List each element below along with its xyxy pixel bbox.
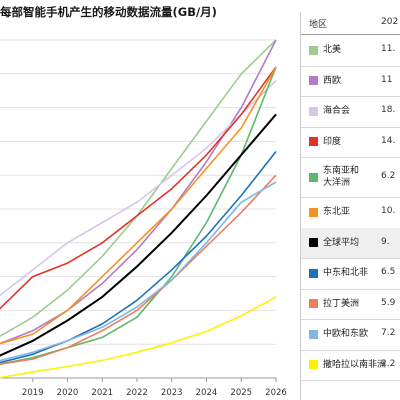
x-tick-label: 2021 (91, 388, 113, 398)
legend-label: 中欧和东欧 (323, 329, 369, 340)
legend-table: 地区 202 北美 11. 西欧 11 海合会 18. 印度 14. 东南亚和 大洋洲 6.2 东北… (300, 12, 400, 400)
legend-header-region: 地区 (309, 20, 328, 30)
legend-value: 10. (381, 206, 396, 217)
legend-label: 东北亚 (323, 207, 351, 218)
series-line-9 (0, 181, 277, 362)
legend-row: 中东和北非 6.5 (301, 258, 400, 290)
series-line-3 (0, 66, 277, 310)
legend-row: 印度 14. (301, 127, 400, 158)
x-tick-label: 2020 (57, 388, 79, 398)
series-line-4 (0, 66, 277, 365)
legend-value: 6.5 (381, 267, 396, 278)
legend-value: 11. (381, 44, 396, 55)
legend-row: 海合会 18. (301, 96, 400, 128)
series-line-2 (0, 80, 277, 297)
legend-label: 西欧 (323, 75, 342, 86)
series-lines (0, 39, 277, 379)
series-line-7 (0, 151, 277, 364)
x-tick-label: 2026 (265, 388, 287, 398)
x-tick-label: 2022 (126, 388, 148, 398)
legend-label: 拉丁美洲 (323, 298, 360, 309)
legend-value: 7.2 (381, 328, 396, 339)
legend-label: 全球平均 (323, 237, 360, 248)
legend-row: 中欧和东欧 7.2 (301, 319, 400, 351)
legend-value: 6.2 (381, 171, 396, 181)
legend-swatch (309, 238, 318, 248)
legend-row: 撒哈拉以南非洲 2.2 (301, 350, 400, 381)
legend-swatch (309, 207, 318, 217)
legend-swatch (309, 172, 318, 182)
legend-row: 拉丁美洲 5.9 (301, 289, 400, 320)
x-tick-label: 2025 (230, 388, 252, 398)
legend-row: 西欧 11 (301, 66, 400, 97)
legend-swatch (309, 299, 318, 309)
series-line-8 (0, 174, 277, 365)
series-line-10 (0, 296, 277, 379)
legend-label: 海合会 (323, 106, 351, 117)
legend-value: 18. (381, 105, 396, 116)
grid-lines (0, 39, 276, 379)
legend-label: 撒哈拉以南非洲 (323, 359, 387, 370)
series-line-6 (0, 113, 277, 357)
legend-header: 地区 202 (301, 12, 400, 35)
series-line-0 (0, 39, 277, 338)
legend-swatch (309, 76, 318, 86)
legend-swatch (309, 106, 318, 116)
series-line-5 (0, 66, 277, 345)
legend-label: 中东和北非 (323, 268, 369, 279)
legend-value: 2.2 (381, 358, 396, 369)
legend-label: 东南亚和 大洋洲 (323, 166, 360, 188)
legend-row: 东北亚 10. (301, 197, 400, 229)
legend-header-year: 202 (381, 17, 399, 27)
legend-label: 北美 (323, 45, 342, 56)
x-axis-ticks: 2019 2020 2021 2022 2023 2024 2025 2026 (22, 378, 287, 398)
legend-swatch (309, 329, 318, 339)
legend-value: 11 (381, 74, 393, 85)
legend-value: 9. (381, 236, 390, 247)
line-chart: 2019 2020 2021 2022 2023 2024 2025 2026 (0, 39, 287, 398)
legend-swatch (309, 268, 318, 278)
chart-title: 每部智能手机产生的移动数据流量(GB/月) (0, 5, 217, 19)
x-tick-label: 2024 (196, 388, 218, 398)
legend-swatch (309, 137, 318, 147)
x-tick-label: 2023 (161, 388, 183, 398)
legend-value: 14. (381, 135, 396, 146)
legend-value: 5.9 (381, 297, 396, 308)
legend-label: 印度 (323, 136, 342, 147)
legend-swatch (309, 360, 318, 370)
legend-row: 全球平均 9. (301, 227, 400, 259)
legend-row: 北美 11. (301, 35, 400, 67)
legend-row: 东南亚和 大洋洲 6.2 (301, 157, 400, 198)
legend-swatch (309, 45, 318, 55)
x-tick-label: 2019 (22, 388, 44, 398)
